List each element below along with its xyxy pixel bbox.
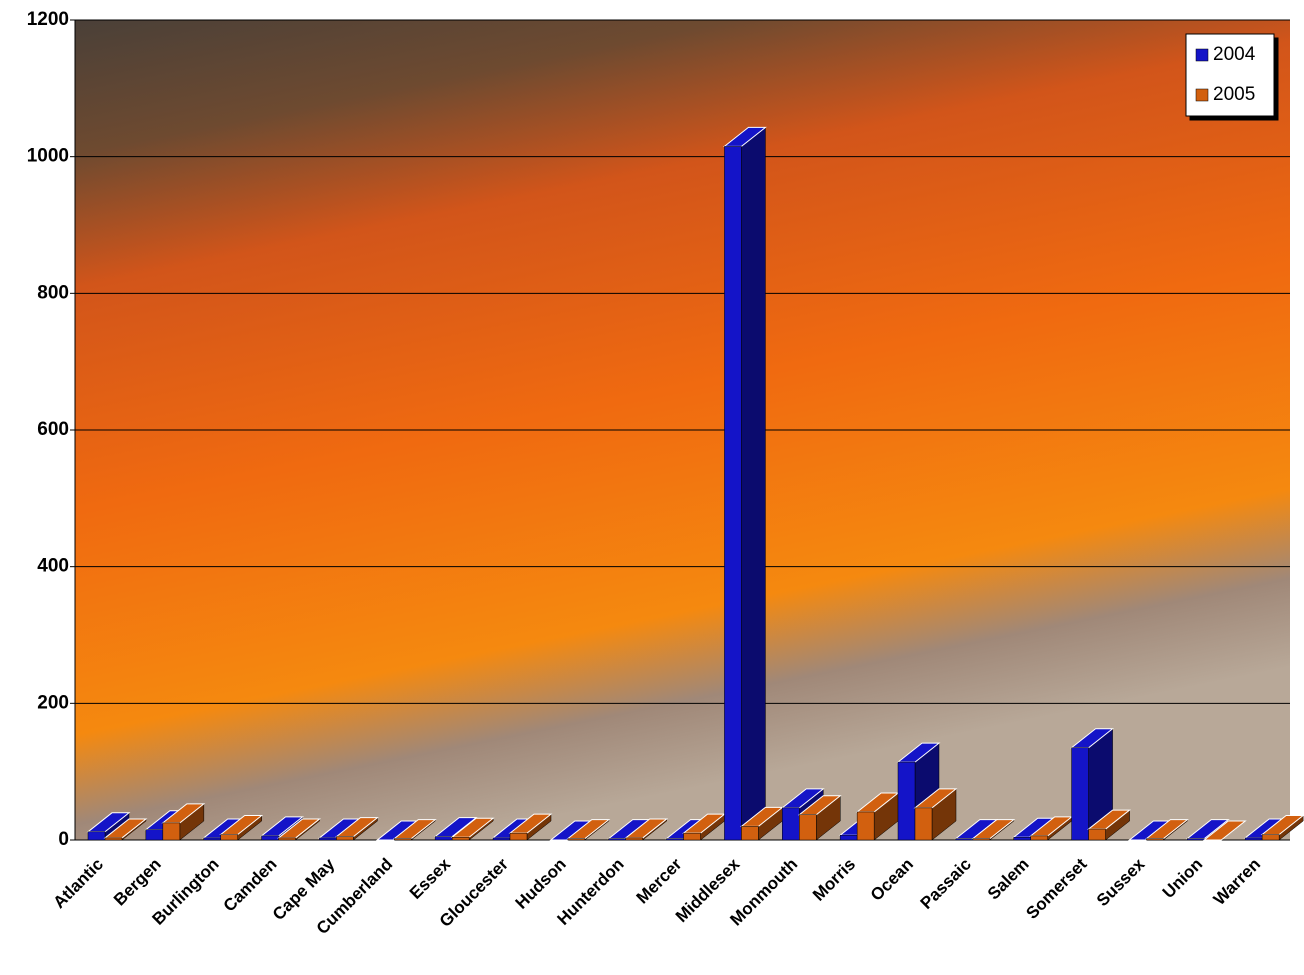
x-tick-label: Camden [220,855,281,916]
bar [608,838,626,841]
y-tick-label: 800 [37,282,69,303]
bar [336,836,354,841]
bar-side [741,126,766,841]
legend-label: 2005 [1213,84,1255,105]
x-tick-label: Passaic [917,855,975,913]
bar-3d [334,817,379,841]
x-tick-label: Essex [406,854,455,903]
bar-3d [103,818,148,841]
x-tick-label: Union [1159,855,1206,902]
x-tick-label: Atlantic [49,855,107,913]
bar-3d [161,803,206,841]
bar-3d [508,813,553,841]
y-tick-label: 1200 [27,9,69,30]
x-tick-label: Hudson [512,855,570,913]
bar [1013,837,1031,841]
bar [203,837,221,841]
bar [162,822,181,841]
bar [666,838,684,841]
bar [955,838,974,841]
bar-3d [971,819,1016,841]
x-tick-label: Sussex [1093,854,1149,910]
bar [625,837,643,841]
bar [434,836,453,841]
bar [104,837,123,841]
x-tick-label: Morris [809,855,859,905]
bar [394,838,412,841]
bar [972,838,991,841]
bar [220,834,238,841]
bar [319,837,337,841]
bar [683,832,701,841]
bar [914,807,933,841]
bar [1187,838,1205,841]
bar-top [1202,820,1247,841]
bar [145,829,164,841]
bar-3d [855,792,900,841]
bar [87,831,106,841]
bar-3d [566,819,611,841]
legend-label: 2004 [1213,44,1256,65]
y-tick-label: 600 [37,419,69,440]
bar-3d [219,815,264,841]
bar-3d [277,818,322,841]
bar-3d [739,806,784,841]
bar [261,835,279,841]
legend-swatch [1195,88,1209,102]
x-tick-label: Salem [984,855,1033,904]
legend: 2004 2005 [1185,33,1275,117]
bar [724,146,742,841]
bar [1261,834,1280,841]
bar-3d [797,795,842,841]
bar-3d [722,126,767,841]
bar [509,832,528,841]
bar-3d [1070,728,1115,841]
bar [1071,747,1089,841]
bar [451,837,470,841]
bar [1030,835,1048,841]
y-tick-label: 400 [37,556,69,577]
legend-box [1185,33,1275,117]
bar-3d [624,818,669,841]
bar [897,761,916,841]
x-tick-label: Somerset [1022,854,1090,922]
bar [741,826,759,841]
y-tick-label: 1000 [27,146,69,167]
x-tick-label: Warren [1210,855,1264,909]
bar [1244,837,1263,841]
bar [1146,838,1164,841]
bar-3d [1202,820,1247,841]
bar [492,837,511,841]
x-tick-label: Bergen [110,855,165,910]
y-tick-label: 200 [37,692,69,713]
legend-swatch [1195,48,1209,62]
bar-3d [1260,815,1304,841]
bar [278,837,296,841]
x-tick-label: Ocean [867,855,917,905]
bar [782,807,800,841]
bar-3d [1144,819,1189,841]
bar [839,834,858,841]
bar-3d [392,819,437,841]
bar [856,811,875,841]
bar-3d [450,817,495,841]
y-tick-label: 0 [58,829,69,850]
bar-3d [913,788,958,841]
bar-3d [1087,809,1132,841]
x-tick-label: Mercer [633,854,686,907]
bar [799,814,817,841]
bar [1088,828,1106,841]
bar [567,838,586,841]
